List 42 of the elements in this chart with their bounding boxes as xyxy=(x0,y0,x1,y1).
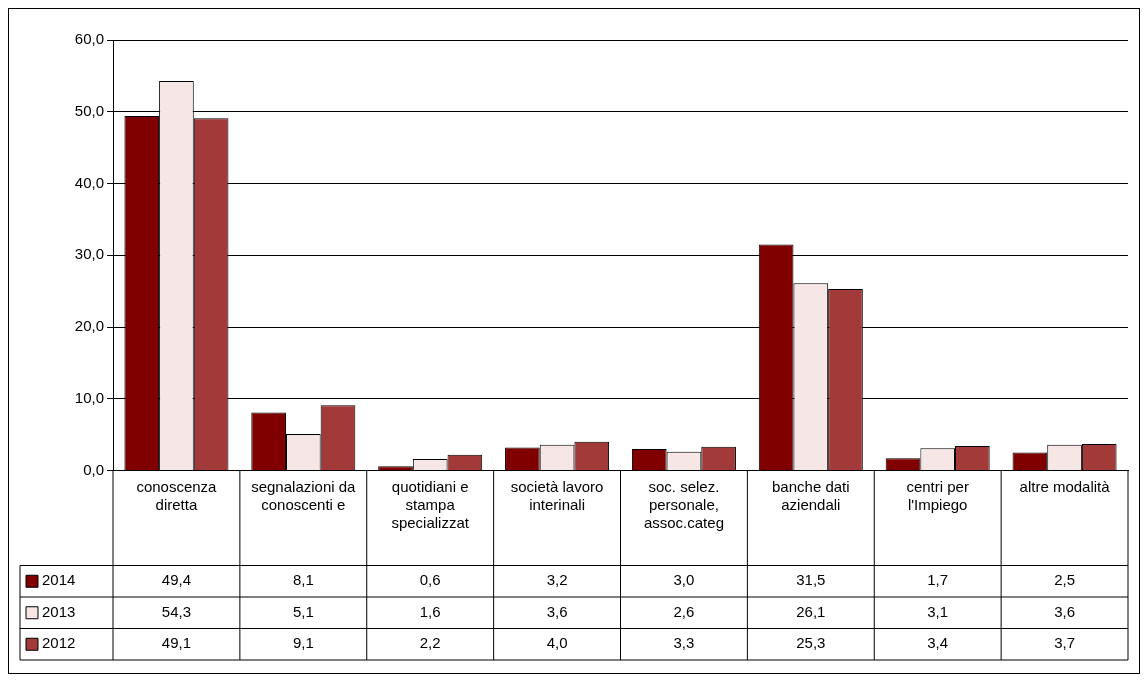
x-tick-label: segnalazioni da conoscenti e xyxy=(251,478,357,514)
data-label: 2,6 xyxy=(673,602,695,620)
legend-label: 2013 xyxy=(42,602,76,620)
data-label: 2,2 xyxy=(419,634,441,652)
data-label: 49,1 xyxy=(161,634,192,652)
data-label: 3,7 xyxy=(1054,634,1075,652)
y-tick-label: 20,0 xyxy=(74,317,104,335)
data-label: 3,4 xyxy=(927,634,949,652)
data-label: 3,1 xyxy=(927,602,949,620)
data-label: 26,1 xyxy=(796,602,826,620)
y-tick-label: 30,0 xyxy=(74,245,104,263)
data-label: 1,6 xyxy=(419,602,441,620)
x-tick-label: altre modalità xyxy=(1019,478,1111,496)
x-tick-label: conoscenza diretta xyxy=(136,478,218,514)
x-tick-label: soc. selez. personale, assoc.categ xyxy=(643,478,724,532)
data-label: 25,3 xyxy=(796,634,826,652)
data-label: 1,7 xyxy=(927,571,949,589)
data-label: 31,5 xyxy=(796,571,826,589)
data-label: 3,3 xyxy=(673,634,695,652)
legend-label: 2014 xyxy=(42,571,76,589)
data-label: 3,6 xyxy=(1054,602,1075,620)
y-tick-label: 0,0 xyxy=(83,460,104,478)
y-tick-label: 60,0 xyxy=(74,30,104,48)
data-label: 9,1 xyxy=(292,634,314,652)
data-label: 54,3 xyxy=(161,602,192,620)
y-tick-label: 40,0 xyxy=(74,173,104,191)
data-label: 49,4 xyxy=(161,571,192,589)
data-label: 5,1 xyxy=(292,602,314,620)
data-label: 0,6 xyxy=(419,571,441,589)
data-label: 3,0 xyxy=(673,571,695,589)
data-label: 3,6 xyxy=(546,602,568,620)
y-tick-label: 10,0 xyxy=(74,388,104,406)
x-tick-label: società lavoro interinali xyxy=(510,478,604,514)
x-tick-label: banche dati aziendali xyxy=(772,478,850,514)
x-tick-label: quotidiani e stampa specializzat xyxy=(391,478,470,532)
data-label: 4,0 xyxy=(546,634,568,652)
x-tick-label: centri per l'Impiego xyxy=(906,478,969,514)
y-tick-label: 50,0 xyxy=(74,101,104,119)
legend-label: 2012 xyxy=(42,634,76,652)
data-label: 2,5 xyxy=(1054,571,1075,589)
data-label: 8,1 xyxy=(292,571,314,589)
data-label: 3,2 xyxy=(546,571,568,589)
